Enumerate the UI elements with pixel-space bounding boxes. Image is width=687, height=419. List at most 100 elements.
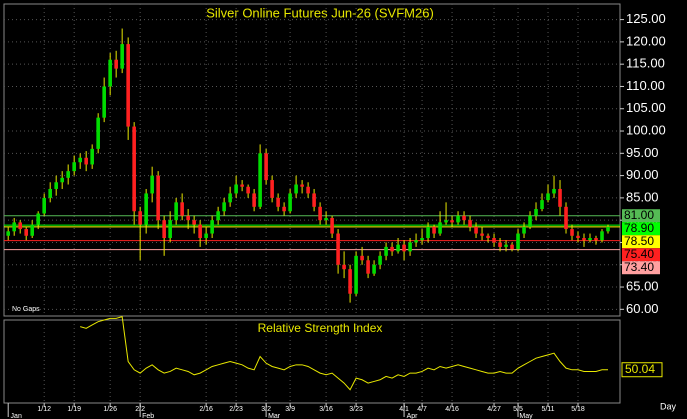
candle-body bbox=[84, 157, 88, 165]
candle-body bbox=[402, 244, 406, 252]
candle-body bbox=[396, 244, 400, 252]
x-tick-label: 1/19 bbox=[67, 406, 81, 413]
candle-body bbox=[312, 193, 316, 207]
price-panel bbox=[3, 3, 621, 317]
candle-body bbox=[390, 246, 394, 252]
y-tick-label: 105.00 bbox=[626, 100, 666, 115]
candle-body bbox=[360, 255, 364, 261]
y-tick-label: 85.00 bbox=[626, 189, 659, 204]
x-tick-label: 5/11 bbox=[541, 406, 554, 413]
candle-body bbox=[474, 226, 478, 234]
candle-body bbox=[534, 209, 538, 216]
candle-body bbox=[588, 238, 592, 241]
level-label: 78.90 bbox=[624, 221, 654, 235]
candle-body bbox=[570, 229, 574, 236]
candle-body bbox=[138, 211, 142, 225]
y-tick-label: 95.00 bbox=[626, 145, 659, 160]
level-label: 73.40 bbox=[624, 260, 654, 274]
candle-body bbox=[186, 215, 190, 221]
y-tick-label: 115.00 bbox=[626, 56, 665, 71]
candle-body bbox=[348, 269, 352, 294]
month-label: Jan bbox=[11, 413, 22, 419]
candle-body bbox=[252, 193, 256, 207]
level-label: 78.50 bbox=[624, 234, 654, 248]
candle-body bbox=[198, 224, 202, 238]
candle-body bbox=[102, 86, 106, 118]
x-tick-label: 3/9 bbox=[285, 406, 295, 413]
candle-body bbox=[498, 242, 502, 247]
candle-body bbox=[300, 184, 304, 187]
y-tick-label: 110.00 bbox=[626, 78, 665, 93]
candle-body bbox=[492, 238, 496, 243]
rsi-title: Relative Strength Index bbox=[258, 321, 383, 335]
candle-body bbox=[480, 233, 484, 236]
candle-body bbox=[120, 44, 124, 69]
level-label: 75.40 bbox=[624, 247, 654, 261]
candle-body bbox=[168, 220, 172, 238]
candle-body bbox=[222, 202, 226, 212]
note: No Gaps bbox=[12, 306, 40, 313]
y-tick-label: 125.00 bbox=[626, 11, 666, 26]
candle-body bbox=[30, 224, 34, 236]
level-label-box bbox=[622, 235, 660, 249]
candle-body bbox=[438, 222, 442, 234]
candle-body bbox=[306, 186, 310, 194]
candle-body bbox=[528, 215, 532, 227]
candle-body bbox=[72, 162, 76, 172]
candle-body bbox=[270, 180, 274, 198]
candle-body bbox=[552, 188, 556, 194]
y-tick-label: 90.00 bbox=[626, 167, 659, 182]
candle-body bbox=[450, 220, 454, 223]
level-label-box bbox=[622, 222, 660, 236]
x-tick-label: 2/16 bbox=[199, 406, 213, 413]
y-tick-label: 60.00 bbox=[626, 301, 659, 316]
candle-body bbox=[12, 222, 16, 232]
candle-body bbox=[318, 206, 322, 221]
x-tick-label: 1/12 bbox=[37, 406, 51, 413]
level-label-box bbox=[622, 261, 660, 275]
candle-body bbox=[162, 220, 166, 238]
x-tick-label: 3/16 bbox=[319, 406, 333, 413]
rsi-last-label: 50.04 bbox=[625, 362, 655, 376]
candle-body bbox=[192, 220, 196, 225]
candle-body bbox=[264, 153, 268, 181]
rsi-last-box bbox=[621, 362, 663, 378]
x-tick-label: 4/7 bbox=[417, 406, 427, 413]
x-tick-label: 2/23 bbox=[229, 406, 243, 413]
candle-body bbox=[66, 171, 70, 178]
candle-body bbox=[216, 211, 220, 221]
candle-body bbox=[6, 231, 10, 236]
candle-body bbox=[78, 157, 82, 163]
candle-body bbox=[408, 242, 412, 252]
candle-body bbox=[174, 202, 178, 221]
candle-body bbox=[114, 59, 118, 69]
candle-body bbox=[126, 44, 130, 127]
candle-body bbox=[36, 213, 40, 225]
level-label-box bbox=[622, 248, 660, 262]
candle-body bbox=[18, 222, 22, 230]
candle-body bbox=[354, 255, 358, 294]
candle-body bbox=[414, 240, 418, 243]
x-tick-label: 3/23 bbox=[349, 406, 363, 413]
candle-body bbox=[366, 260, 370, 274]
y-tick-label: 120.00 bbox=[626, 33, 666, 48]
candle-body bbox=[54, 182, 58, 189]
candle-body bbox=[282, 206, 286, 212]
candle-body bbox=[486, 235, 490, 238]
candle-body bbox=[42, 197, 46, 214]
candle-body bbox=[24, 229, 28, 236]
candle-body bbox=[444, 220, 448, 223]
candle-body bbox=[294, 184, 298, 194]
candle-body bbox=[180, 202, 184, 216]
candle-body bbox=[606, 226, 610, 232]
candle-body bbox=[150, 175, 154, 194]
candle-body bbox=[504, 244, 508, 247]
candle-body bbox=[462, 215, 466, 221]
candle-body bbox=[540, 200, 544, 210]
month-label: Mar bbox=[268, 413, 281, 419]
candle-body bbox=[600, 231, 604, 241]
candle-body bbox=[426, 226, 430, 238]
candle-body bbox=[234, 184, 238, 194]
candle-body bbox=[108, 59, 112, 87]
